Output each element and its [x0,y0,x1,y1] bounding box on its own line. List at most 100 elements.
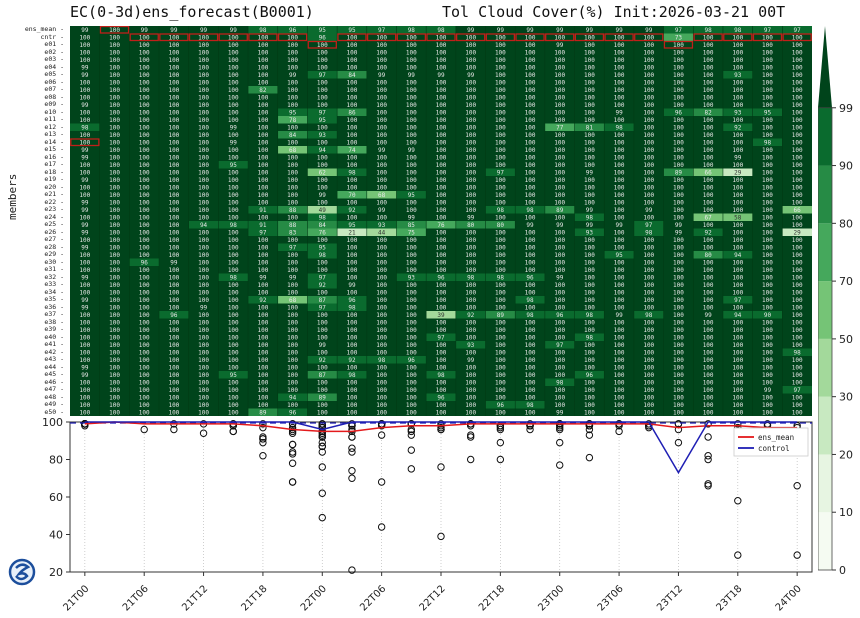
heatmap-cell [544,191,575,199]
heatmap-cell [604,116,635,124]
heatmap-cell [307,341,338,349]
heatmap-cell-label: 100 [257,42,268,49]
heatmap-cell [396,243,427,252]
heatmap-cell-label: 100 [168,42,179,49]
heatmap-cell-label: 100 [673,49,684,56]
heatmap-cell [752,168,783,177]
heatmap-cell [248,393,279,402]
heatmap-cell [693,266,724,274]
heatmap-cell [485,78,516,87]
heatmap-cell-label: 100 [198,124,209,131]
heatmap-cell [693,318,724,327]
heatmap-cell [752,48,783,57]
heatmap-cell [604,191,635,199]
heatmap-cell-label: 96 [556,312,564,319]
heatmap-cell-label: 100 [792,64,803,71]
heatmap-cell [307,326,338,334]
heatmap-cell [426,296,457,304]
heatmap-cell [693,243,724,252]
heatmap-cell-label: 70 [348,192,356,199]
heatmap-cell-label: 100 [139,289,150,296]
heatmap-cell [485,281,516,289]
heatmap-cell-label: 100 [168,94,179,101]
heatmap-cell-label: 80 [467,222,475,229]
heatmap-cell-label: 100 [584,349,595,356]
heatmap-cell [426,41,457,49]
heatmap-cell-label: 100 [228,154,239,161]
heatmap-cell-label: 100 [347,402,358,409]
heatmap-cell [188,176,219,184]
heatmap-cell-label: 100 [198,49,209,56]
heatmap-cell-label: 100 [406,349,417,356]
heatmap-cell [515,198,546,207]
heatmap-cell-label: 100 [673,192,684,199]
highlight-box [70,138,100,147]
heatmap-cell-label: 100 [198,229,209,236]
heatmap-cell-label: 100 [554,349,565,356]
heatmap-cell-label: 99 [200,27,208,34]
heatmap-cell-label: 100 [109,312,120,319]
heatmap-cell [485,123,516,132]
heatmap-cell [337,78,368,87]
heatmap-cell-label: 100 [406,364,417,371]
heatmap-cell [426,86,457,94]
heatmap-cell [544,93,575,102]
heatmap-cell [307,348,338,357]
row-label-e04: e04 - [44,62,64,71]
heatmap-cell [515,236,546,244]
heatmap-cell [663,101,694,109]
heatmap-cell-label: 100 [79,327,90,334]
heatmap-cell-label: 100 [109,349,120,356]
heatmap-cell-label: 100 [139,402,150,409]
heatmap-cell [396,378,427,387]
heatmap-cell [782,206,812,214]
heatmap-cell [396,116,427,124]
heatmap-cell [129,168,160,177]
heatmap-cell-label: 100 [643,117,654,124]
heatmap-cell-label: 98 [615,124,623,131]
heatmap-cell-label: 100 [139,57,150,64]
heatmap-cell [218,48,249,57]
heatmap-cell [663,326,694,334]
heatmap-cell [752,78,783,87]
heatmap-cell [366,236,397,244]
heatmap-cell-label: 100 [584,357,595,364]
heatmap-cell-label: 100 [79,117,90,124]
heatmap-cell [455,356,486,364]
heatmap-cell-label: 100 [673,79,684,86]
heatmap-cell [752,228,783,237]
heatmap-cell [693,26,724,34]
heatmap-cell-label: 100 [168,252,179,259]
heatmap-cell-label: 100 [643,214,654,221]
heatmap-cell [366,101,397,109]
heatmap-cell-label: 99 [81,147,89,154]
ens-mean-line [84,421,798,433]
heatmap-cell-label: 100 [495,147,506,154]
heatmap-cell [426,236,457,244]
heatmap-cell [782,228,812,237]
heatmap-cell [277,161,308,169]
heatmap-cell-label: 100 [198,132,209,139]
heatmap-cell-label: 100 [347,49,358,56]
heatmap-cell-label: 100 [198,282,209,289]
heatmap-cell-label: 78 [289,117,297,124]
heatmap-cell [396,408,427,416]
heatmap-cell [396,371,427,379]
heatmap-cell [277,33,308,42]
heatmap-cell [604,341,635,349]
heatmap-cell-label: 100 [287,304,298,311]
heatmap-cell-label: 100 [762,124,773,131]
heatmap-cell [248,266,279,274]
heatmap-cell [485,93,516,102]
heatmap-cell-label: 100 [614,199,625,206]
outlier-point [496,425,505,434]
heatmap-cell-label: 100 [673,289,684,296]
heatmap-cell-label: 100 [584,259,595,266]
heatmap-cell-label: 100 [109,409,120,416]
heatmap-cell-label: 100 [673,342,684,349]
heatmap-cell [485,191,516,199]
heatmap-cell [188,41,219,49]
heatmap-cell [455,236,486,244]
heatmap-cell [129,228,160,237]
heatmap-cell-label: 100 [228,109,239,116]
